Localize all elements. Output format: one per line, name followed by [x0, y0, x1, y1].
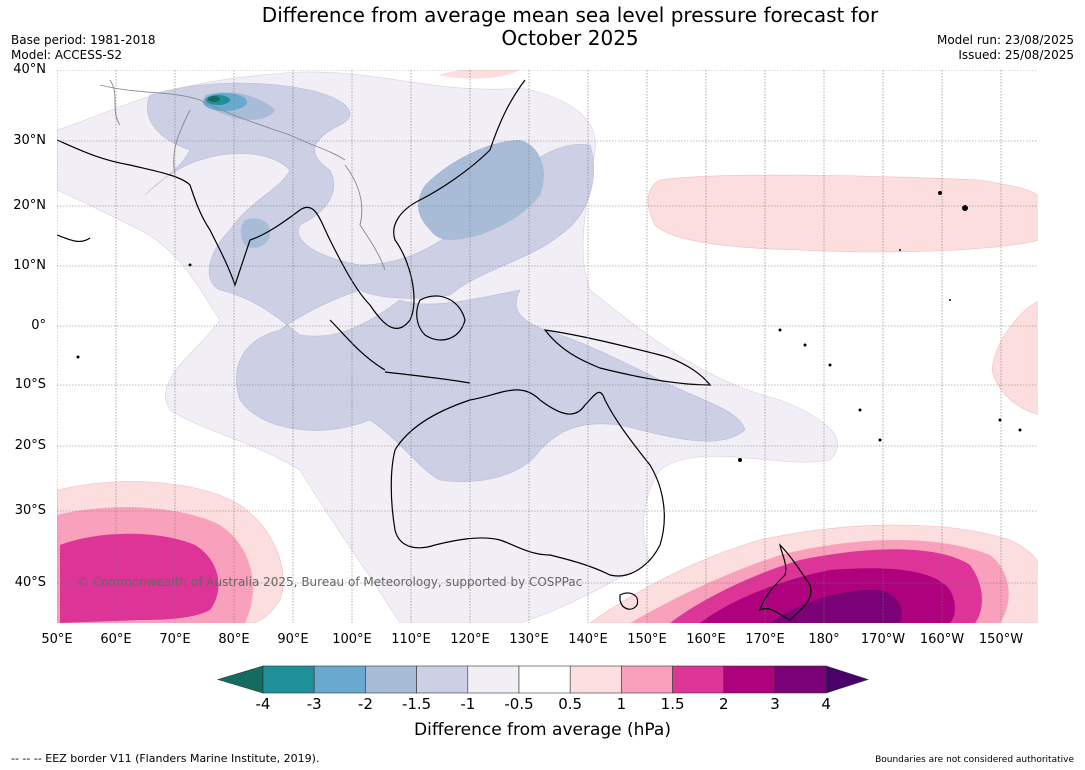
model-run: Model run: 23/08/2025: [936, 33, 1074, 47]
copyright-text: © Commonwealth of Australia 2025, Bureau…: [77, 575, 583, 589]
australia: [390, 389, 665, 577]
borneo: [416, 295, 466, 341]
colorbar-segment: [518, 665, 571, 694]
longitude-label: 180°: [808, 632, 840, 647]
longitude-label: 150°E: [627, 632, 667, 647]
title-line-1: Difference from average mean sea level p…: [261, 3, 879, 27]
longitude-label: 150°W: [978, 632, 1024, 647]
sumatra: [329, 319, 386, 371]
colorbar-segment: [365, 665, 417, 694]
colorbar-tick-label: -4: [255, 695, 271, 713]
coastlines: [57, 79, 812, 621]
colorbar-segment: [774, 665, 827, 694]
colorbar-tick-label: -2: [357, 695, 373, 713]
contour-minus1: [144, 82, 746, 482]
java: [384, 371, 471, 384]
longitude-label: 90°E: [277, 632, 309, 647]
longitude-label: 110°E: [391, 632, 431, 647]
colorbar-label: Difference from average (hPa): [414, 720, 671, 740]
meta-left: Base period: 1981-2018 Model: ACCESS-S2: [11, 33, 156, 63]
map-area: [57, 70, 1038, 623]
colorbar-tick-label: 0.5: [558, 695, 583, 713]
longitude-label: 70°E: [159, 632, 191, 647]
colorbar-arrow-right: [825, 665, 869, 694]
longitude-label: 120°E: [450, 632, 490, 647]
latitude-label: 30°N: [13, 133, 46, 148]
longitude-label: 170°E: [745, 632, 785, 647]
colorbar-tick-label: -0.5: [504, 695, 534, 713]
gridlines: [57, 70, 1038, 584]
colorbar-segment: [262, 665, 315, 694]
contour-minus4: [208, 96, 220, 102]
contour-plus05-north: [647, 174, 1038, 253]
longitude-label: 170°W: [860, 632, 906, 647]
colorbar-tick-label: 2: [719, 695, 729, 713]
contour-plus05-top: [438, 70, 520, 79]
latitude-label: 20°N: [13, 198, 46, 213]
longitude-label: 130°E: [509, 632, 549, 647]
colorbar-tick-label: 1: [616, 695, 627, 713]
boundaries-disclaimer: Boundaries are not considered authoritat…: [875, 755, 1074, 765]
tasmania: [619, 592, 639, 610]
contour-plus15-sw: [60, 533, 219, 623]
colorbar-tick-label: -1.5: [401, 695, 432, 713]
contour-minus15-a: [418, 140, 544, 240]
colorbar-segment: [416, 665, 469, 694]
latitude-label: 40°N: [13, 62, 46, 77]
colorbar-tick-label: -1: [460, 695, 476, 713]
contour-minus15-b: [240, 218, 271, 248]
colorbar-tick-label: -3: [306, 695, 322, 713]
colorbar-segment: [569, 665, 622, 694]
latitude-label: 40°S: [14, 575, 46, 590]
new-guinea: [543, 329, 712, 386]
colorbar-segment: [467, 665, 520, 694]
eez-footnote: -- -- -- EEZ border V11 (Flanders Marine…: [11, 752, 320, 765]
colorbar-segment: [313, 665, 366, 694]
borders: [99, 79, 386, 271]
colorbar-arrow-left: [216, 665, 264, 694]
latitude-label: 20°S: [14, 438, 46, 453]
longitude-label: 50°E: [41, 632, 73, 647]
longitude-label: 140°E: [568, 632, 608, 647]
colorbar: [216, 665, 869, 694]
page-title: Difference from average mean sea level p…: [0, 4, 1085, 50]
issued-date: Issued: 25/08/2025: [958, 48, 1074, 62]
latitude-label: 10°N: [13, 258, 46, 273]
longitude-label: 160°W: [919, 632, 965, 647]
title-line-2: October 2025: [501, 26, 639, 50]
base-period: Base period: 1981-2018: [11, 33, 156, 47]
meridians: [57, 70, 1002, 623]
longitude-label: 160°E: [686, 632, 726, 647]
contour-plus3-se: [770, 589, 902, 623]
latitude-label: 0°: [31, 318, 46, 333]
meta-right: Model run: 23/08/2025 Issued: 25/08/2025: [937, 33, 1074, 63]
colorbar-segment: [723, 665, 776, 694]
colorbar-segment: [621, 665, 673, 694]
colorbar-tick-label: 4: [821, 695, 831, 713]
contour-plus05-east: [991, 300, 1038, 415]
longitude-label: 80°E: [218, 632, 250, 647]
colorbar-segment: [672, 665, 725, 694]
new-zealand: [758, 543, 812, 621]
colorbar-tick-label: 3: [770, 695, 780, 713]
colorbar-tick-label: 1.5: [660, 695, 685, 713]
latitude-label: 10°S: [14, 377, 46, 392]
longitude-label: 60°E: [100, 632, 132, 647]
latitude-label: 30°S: [14, 503, 46, 518]
longitude-label: 100°E: [332, 632, 372, 647]
model-name: Model: ACCESS-S2: [11, 48, 123, 62]
